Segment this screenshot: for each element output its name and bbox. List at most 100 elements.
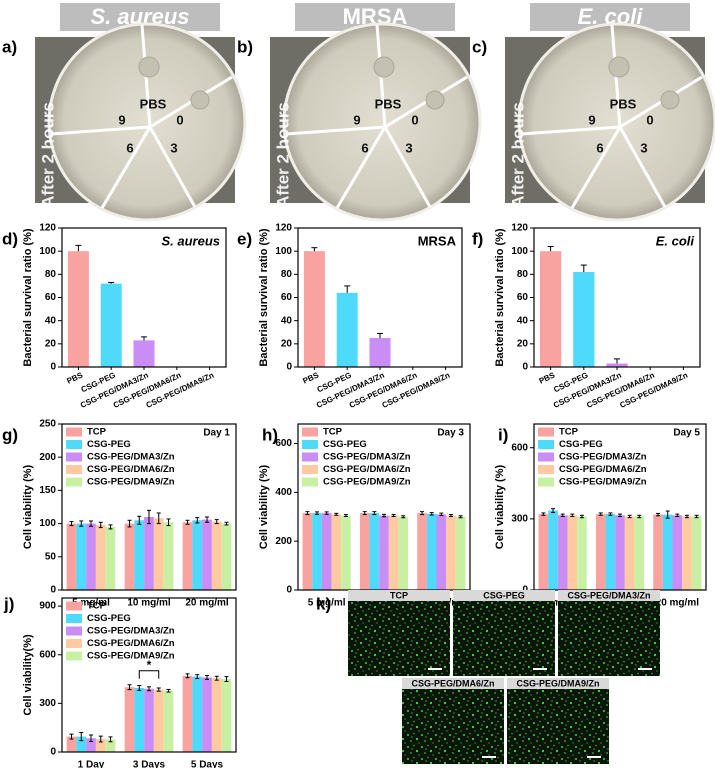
bar (321, 513, 332, 590)
legend-swatch (66, 427, 82, 437)
sector-line (383, 126, 432, 208)
y-tick-label: 900 (39, 601, 56, 612)
y-tick-label: 80 (45, 269, 57, 280)
y-tick-label: 100 (39, 246, 56, 257)
sector-label: PBS (610, 96, 637, 111)
legend-swatch (302, 465, 318, 474)
sector-label: 3 (640, 140, 647, 155)
colony (190, 90, 210, 110)
panel-letter: e) (237, 229, 252, 248)
bar (417, 513, 427, 590)
x-tick-label: 5 Days (191, 760, 224, 768)
bar (369, 338, 391, 367)
bar (615, 515, 625, 590)
y-tick-label: 20 (281, 338, 293, 349)
y-tick-label: 120 (275, 223, 292, 234)
legend-swatch (538, 465, 554, 474)
y-axis-label: Bacterial survival ratio (%) (258, 228, 270, 367)
y-tick-label: 0 (50, 362, 56, 373)
sector-label: 0 (646, 112, 653, 127)
x-tick-label: 20 mg/ml (185, 598, 229, 609)
bar (426, 513, 437, 590)
micrograph-label-bar (453, 590, 555, 601)
y-tick-label: 600 (511, 442, 528, 453)
bar (202, 519, 212, 590)
bar (539, 251, 562, 367)
y-tick-label: 40 (281, 315, 293, 326)
bar (133, 340, 155, 367)
y-tick-label: 20 (45, 338, 57, 349)
bar (163, 690, 174, 752)
legend-label: CSG-PEG/DMA9/Zn (559, 477, 647, 488)
bar (634, 516, 645, 590)
legend-swatch (302, 452, 318, 462)
bar (436, 514, 447, 590)
bar (144, 516, 154, 590)
bar (605, 514, 616, 590)
micrograph-label-bar (348, 590, 450, 601)
micrograph (402, 689, 504, 764)
bar (557, 515, 568, 590)
bar (303, 251, 325, 367)
sector-label: PBS (140, 96, 167, 111)
significance-bracket (138, 670, 160, 679)
x-tick-label: 20 mg/ml (656, 598, 700, 609)
y-tick-label: 0 (522, 362, 528, 373)
sector-label: 6 (126, 140, 133, 155)
x-tick-label: 3 Days (133, 760, 166, 768)
micrograph-label: CSG-PEG/DMA3/Zn (567, 590, 650, 600)
bar (369, 513, 380, 590)
bar (595, 514, 606, 590)
y-tick-label: 400 (275, 487, 292, 498)
sector-line (285, 125, 386, 136)
sector-label: 6 (596, 140, 603, 155)
legend-label: CSG-PEG/DMA9/Zn (87, 477, 175, 488)
legend-swatch (66, 601, 82, 611)
x-tick-label: 10 mg/ml (127, 598, 171, 609)
bar (105, 739, 116, 752)
y-tick-label: 200 (39, 452, 56, 463)
y-axis-label: Cell viability (%) (22, 464, 34, 549)
legend-swatch (66, 626, 82, 636)
y-axis-label: Cell viability (%) (258, 464, 270, 549)
legend-swatch (66, 477, 82, 487)
bar (455, 516, 466, 590)
bar (682, 516, 692, 590)
colony (660, 90, 680, 110)
micrograph (507, 689, 609, 764)
legend-label: CSG-PEG/DMA6/Zn (87, 464, 175, 475)
bar (163, 522, 174, 590)
bar (192, 676, 203, 752)
micrograph (558, 601, 660, 676)
plot-frame (61, 423, 237, 591)
legend-label: CSG-PEG (87, 613, 131, 624)
legend-swatch (302, 477, 318, 487)
legend-swatch (66, 465, 82, 474)
y-tick-label: 600 (275, 438, 292, 449)
sector-label: 9 (588, 112, 595, 127)
colony (138, 56, 160, 78)
bar (336, 292, 358, 367)
bar (67, 251, 89, 367)
legend-swatch (538, 477, 554, 487)
bar (331, 514, 342, 590)
y-tick-label: 250 (39, 419, 56, 430)
bar (100, 283, 122, 367)
bar (124, 523, 135, 590)
legend-swatch (538, 427, 554, 437)
sector-line (570, 126, 622, 209)
side-label: After 2 hours (38, 102, 57, 208)
y-tick-label: 120 (39, 223, 56, 234)
bar (76, 523, 87, 590)
panel-letter: h) (262, 425, 278, 444)
y-tick-label: 100 (275, 246, 292, 257)
bar (606, 363, 628, 367)
micrograph-label: CSG-PEG (483, 590, 525, 600)
x-tick-label: 1 Day (78, 760, 105, 768)
bar (567, 515, 578, 590)
bar (211, 521, 222, 590)
y-axis-label: Bacterial survival ratio (%) (22, 228, 34, 367)
bar (105, 526, 116, 590)
